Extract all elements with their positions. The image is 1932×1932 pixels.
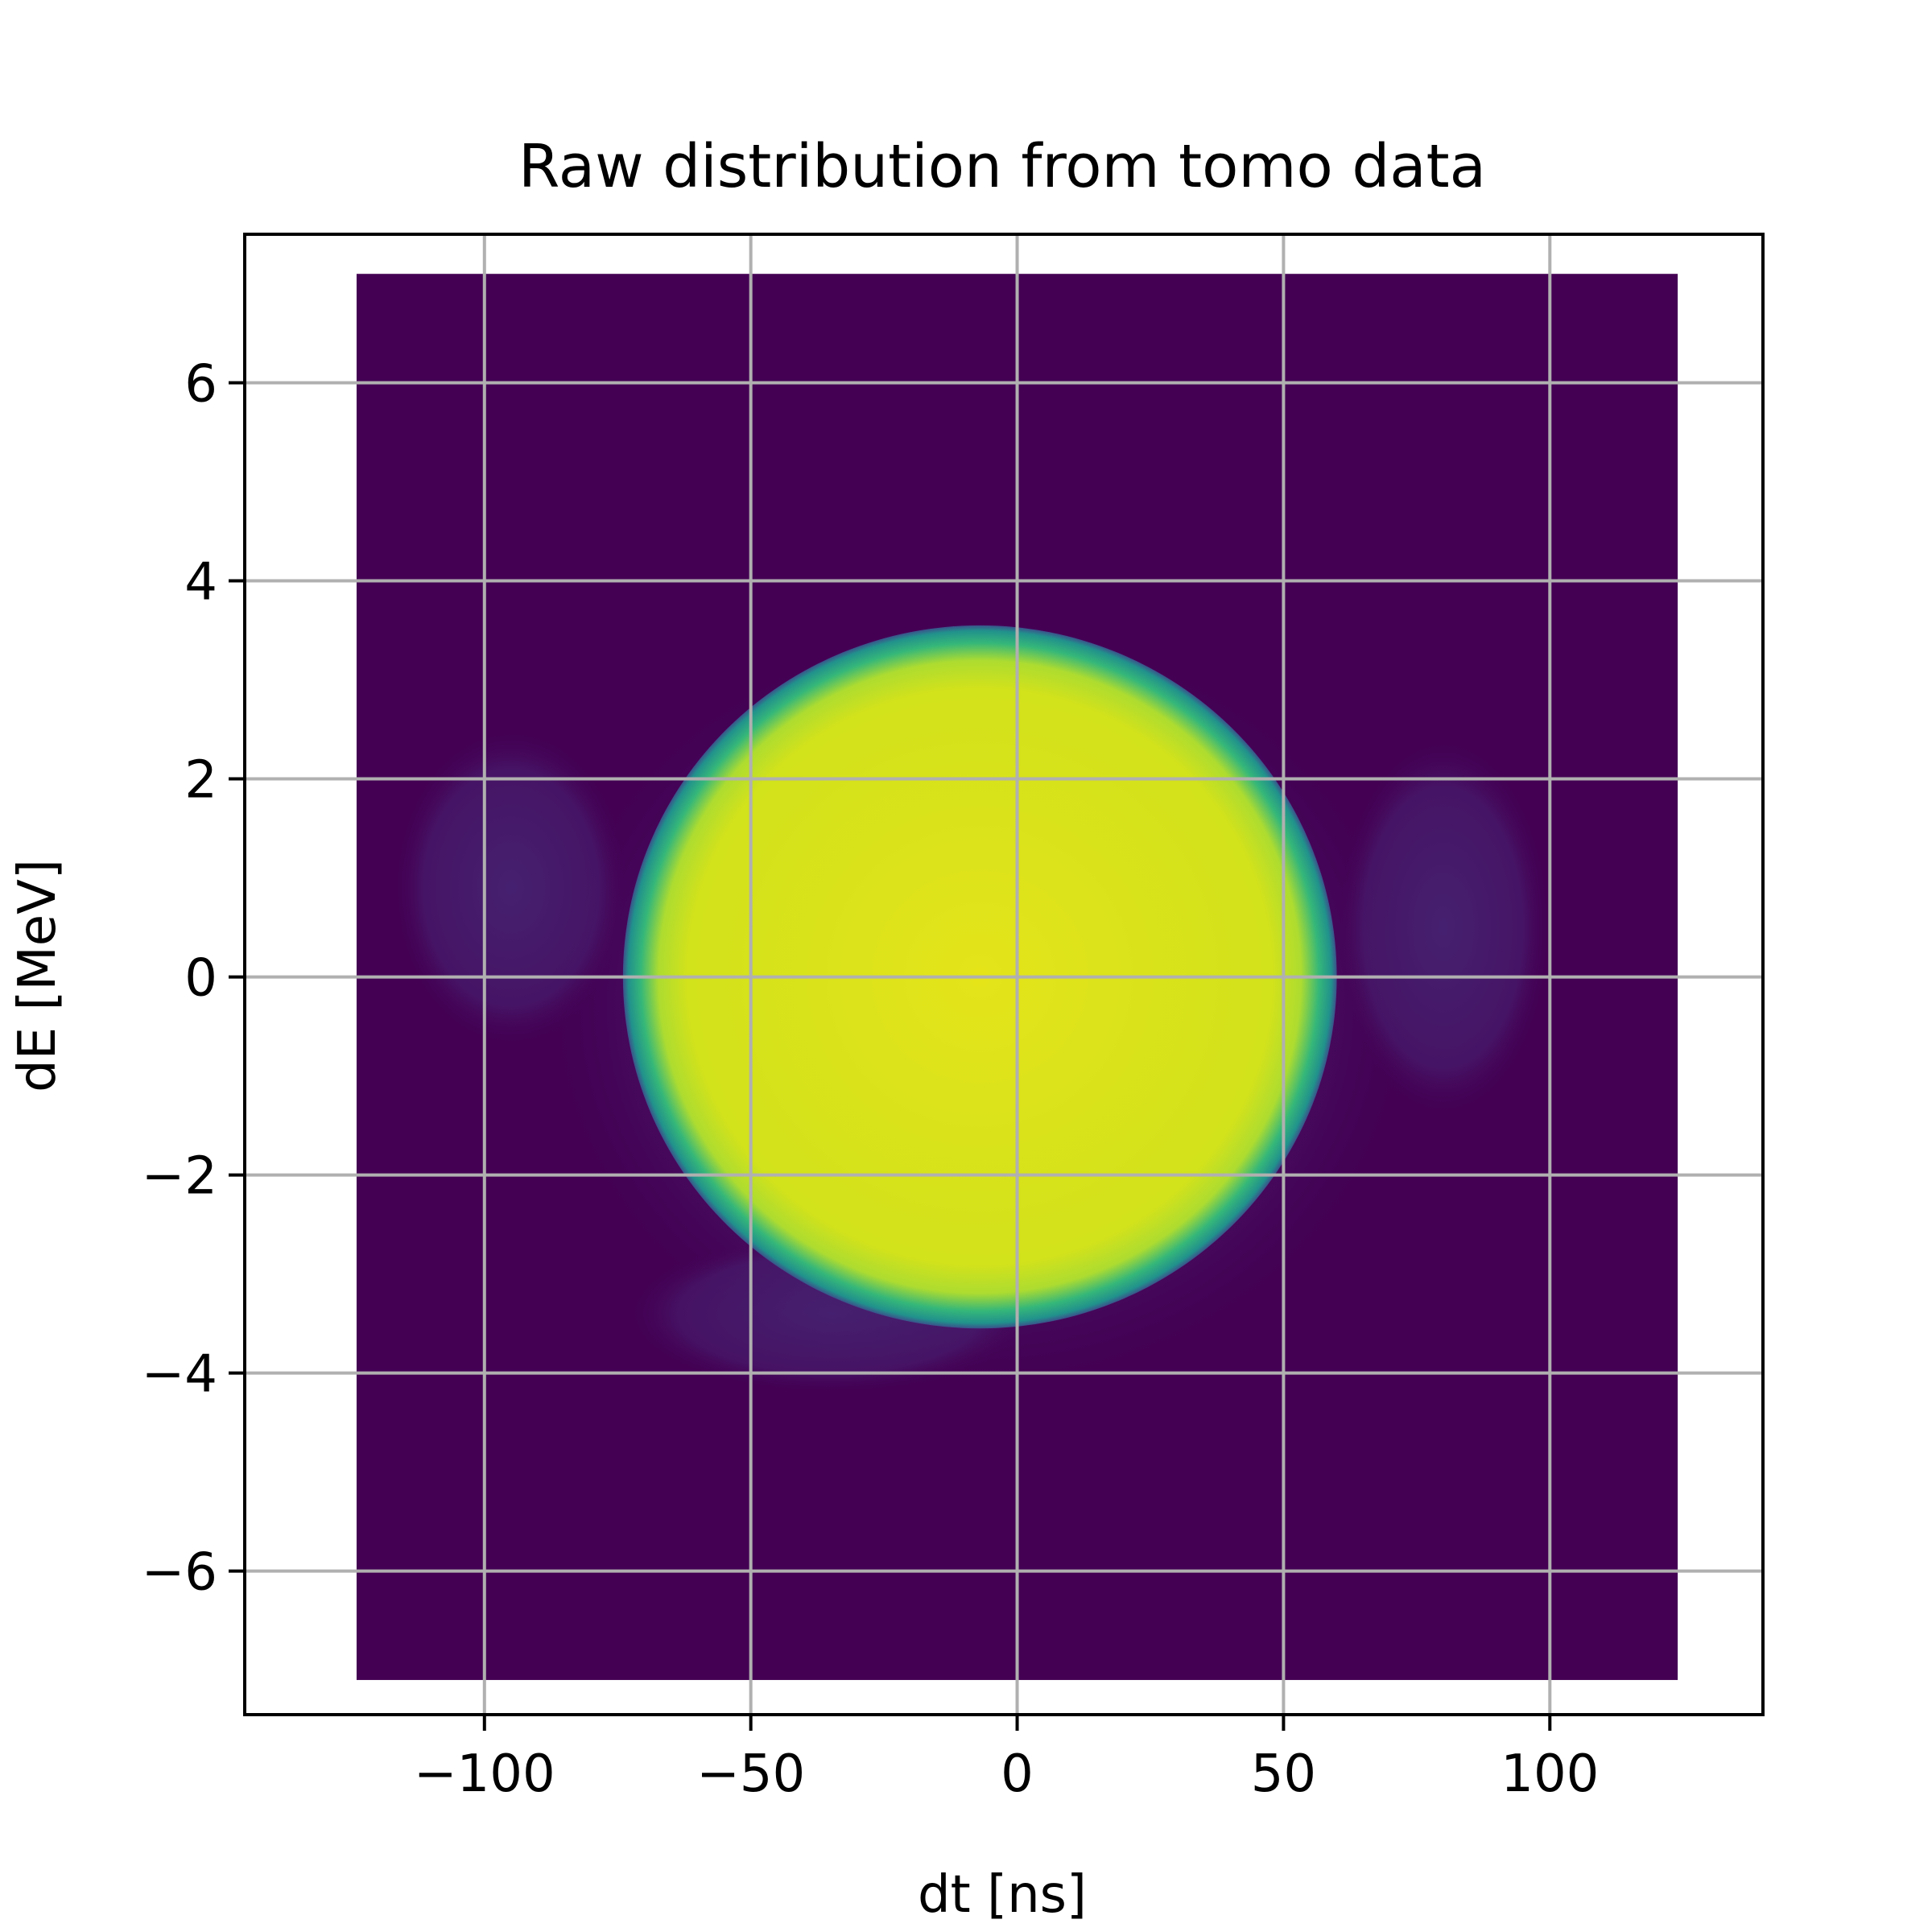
y-tick-label: −2: [142, 1147, 217, 1207]
x-tick-label: 100: [1501, 1744, 1599, 1804]
x-tick-label: 0: [1001, 1744, 1034, 1804]
halo-region-2: [1336, 739, 1550, 1116]
y-axis: −6 −4 −2 0 2 4 6: [142, 355, 245, 1603]
y-tick-label: 2: [184, 751, 217, 811]
y-tick-label: 6: [184, 355, 217, 415]
x-tick-label: 50: [1251, 1744, 1316, 1804]
axes-frame: [243, 233, 1765, 1716]
halo-region-1: [394, 729, 629, 1046]
y-tick-label: 4: [184, 553, 217, 613]
y-tick-label: 0: [184, 949, 217, 1009]
grid: [245, 234, 1763, 1715]
x-tick-label: −50: [696, 1744, 805, 1804]
x-axis: −100 −50 0 50 100: [414, 1715, 1599, 1804]
x-axis-label: dt [ns]: [918, 1865, 1087, 1925]
chart-title: Raw distribution from tomo data: [518, 132, 1486, 201]
y-tick-label: −4: [142, 1345, 217, 1405]
y-axis-label: dE [MeV]: [8, 859, 68, 1092]
y-tick-label: −6: [142, 1543, 217, 1603]
plot-area: [245, 234, 1763, 1715]
x-tick-label: −100: [414, 1744, 555, 1804]
